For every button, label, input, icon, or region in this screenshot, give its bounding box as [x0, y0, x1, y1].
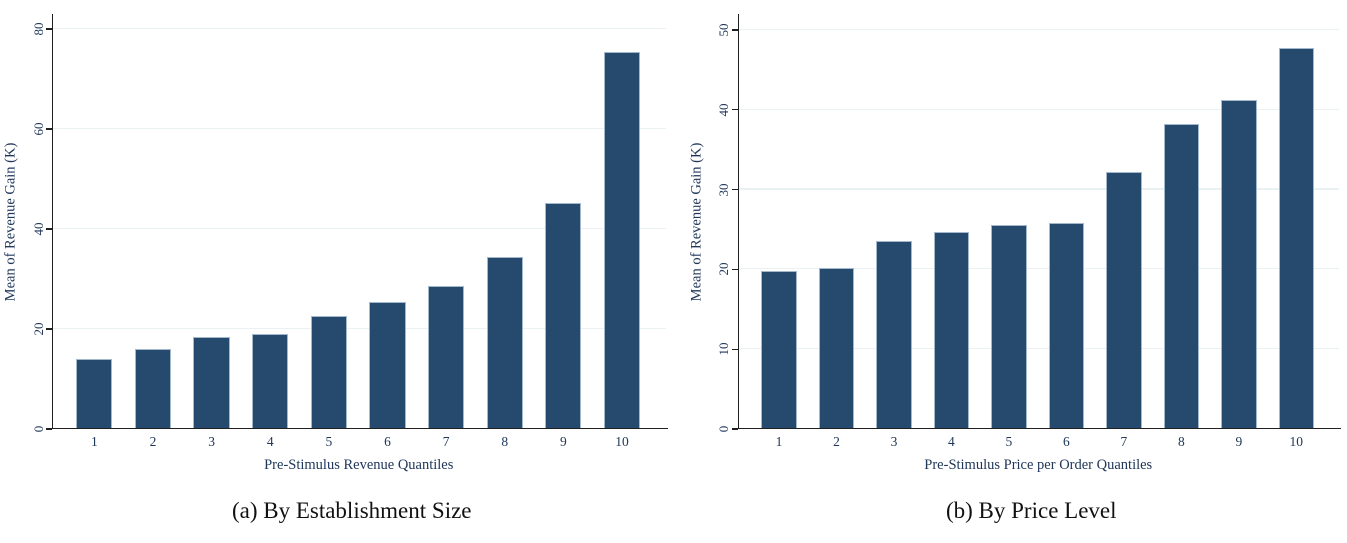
y-tick-label-0: 0 — [30, 425, 46, 433]
x-tick-label-9: 9 — [1235, 434, 1243, 449]
y-axis-line — [52, 14, 54, 429]
y-tick-mark-50 — [731, 29, 738, 31]
bar-quantile-8 — [486, 256, 523, 429]
y-axis-tick-labels: 0 10 20 30 40 50 — [708, 14, 738, 432]
y-tick-label-80: 80 — [30, 22, 46, 36]
bar-quantile-4 — [252, 334, 289, 429]
x-axis-title-row: Pre-Stimulus Price per Order Quantiles — [738, 454, 1340, 478]
y-tick-label-60: 60 — [30, 122, 46, 136]
bar-quantile-4 — [933, 231, 970, 429]
bar-quantile-10 — [1278, 47, 1315, 429]
y-tick-label-30: 30 — [716, 183, 731, 197]
y-tick-label-50: 50 — [716, 23, 731, 37]
y-tick-label-40: 40 — [716, 103, 731, 117]
panel-price-level: Mean of Revenue Gain (K) 0 10 20 30 40 50 1 2 3… — [674, 0, 1347, 543]
x-tick-label-3: 3 — [208, 434, 215, 449]
y-tick-mark-40 — [731, 109, 738, 111]
chart-b: Mean of Revenue Gain (K) 0 10 20 30 40 50 1 2 3… — [686, 0, 1347, 479]
panel-establishment-size: Mean of Revenue Gain (K) 0 20 40 60 80 1 2 3 4 5… — [0, 0, 674, 523]
x-tick-label-6: 6 — [1063, 434, 1070, 449]
y-tick-label-10: 10 — [716, 342, 731, 356]
y-tick-label-20: 20 — [30, 322, 46, 336]
bar-quantile-8 — [1163, 124, 1200, 429]
y-gridline-50 — [738, 28, 1339, 30]
bar-quantile-3 — [193, 336, 230, 429]
x-axis-category-labels: 1 2 3 4 5 6 7 8 9 10 — [52, 429, 666, 454]
bar-quantile-10 — [603, 51, 641, 429]
y-gridline-40 — [53, 227, 666, 229]
chart-a: Mean of Revenue Gain (K) 0 20 40 60 80 1 2 3 4 5… — [0, 0, 674, 479]
x-tick-label-4: 4 — [266, 434, 274, 449]
y-tick-mark-60 — [46, 128, 52, 130]
x-tick-label-1: 1 — [775, 434, 783, 449]
x-tick-label-3: 3 — [890, 434, 898, 449]
bar-quantile-2 — [818, 267, 855, 429]
x-axis-line — [731, 427, 1341, 429]
x-tick-label-9: 9 — [559, 434, 567, 449]
bar-quantile-9 — [545, 203, 582, 429]
y-gridline-20 — [738, 268, 1339, 270]
x-tick-label-8: 8 — [501, 434, 509, 449]
y-tick-mark-80 — [46, 28, 52, 30]
bar-quantile-1 — [76, 359, 113, 429]
y-tick-label-0: 0 — [716, 425, 731, 433]
y-gridline-60 — [53, 127, 666, 129]
x-tick-label-7: 7 — [442, 434, 450, 449]
y-tick-mark-30 — [731, 188, 738, 191]
y-gridline-80 — [53, 27, 666, 29]
x-tick-label-4: 4 — [948, 434, 955, 449]
x-axis-category-labels: 1 2 3 4 5 6 7 8 9 10 — [738, 429, 1340, 454]
bar-quantile-6 — [369, 301, 406, 429]
y-gridline-20 — [53, 327, 666, 329]
y-gridline-10 — [738, 348, 1339, 350]
bar-quantile-1 — [761, 270, 797, 429]
y-axis-title-column-b: Mean of Revenue Gain (K) — [686, 0, 708, 479]
bar-quantile-3 — [876, 240, 912, 429]
plot-column-b: 1 2 3 4 5 6 7 8 9 10 Pre-Stimulus Price per Order… — [731, 0, 1341, 479]
y-axis-title-column-a: Mean of Revenue Gain (K) — [0, 0, 22, 479]
y-tick-label-40: 40 — [30, 222, 46, 236]
x-tick-label-1: 1 — [90, 434, 98, 449]
y-axis-title: Mean of Revenue Gain (K) — [688, 142, 704, 302]
x-tick-label-2: 2 — [149, 434, 157, 449]
x-tick-label-10: 10 — [615, 434, 629, 449]
y-tick-mark-10 — [731, 348, 738, 350]
x-tick-label-8: 8 — [1177, 434, 1185, 449]
bar-quantile-9 — [1221, 100, 1257, 429]
plot-area — [46, 14, 668, 430]
plot-column-a: 1 2 3 4 5 6 7 8 9 10 Pre-Stimulus Revenue Quantil… — [46, 0, 668, 479]
x-tick-label-5: 5 — [325, 434, 333, 449]
bar-quantile-7 — [1106, 172, 1142, 429]
y-gridline-30 — [738, 188, 1339, 190]
x-tick-label-2: 2 — [833, 434, 840, 449]
panel-caption: (b) By Price Level — [945, 498, 1117, 523]
x-axis-title: Pre-Stimulus Revenue Quantiles — [264, 457, 454, 473]
x-tick-label-5: 5 — [1005, 434, 1013, 449]
bar-quantile-5 — [991, 224, 1027, 429]
y-tick-mark-20 — [731, 268, 738, 271]
plot-area — [731, 14, 1341, 430]
x-tick-label-6: 6 — [384, 434, 391, 449]
x-axis-title: Pre-Stimulus Price per Order Quantiles — [924, 457, 1153, 473]
y-tick-mark-20 — [46, 328, 52, 330]
bar-quantile-5 — [310, 315, 347, 429]
y-gridline-40 — [738, 108, 1339, 110]
panel-caption: (a) By Establishment Size — [231, 498, 472, 523]
x-axis-title-row: Pre-Stimulus Revenue Quantiles — [52, 454, 666, 478]
y-tick-mark-40 — [46, 228, 52, 230]
y-axis-tick-labels: 0 20 40 60 80 — [22, 14, 52, 433]
y-axis-line — [737, 14, 739, 429]
y-axis-title: Mean of Revenue Gain (K) — [2, 142, 19, 302]
x-tick-label-10: 10 — [1289, 434, 1304, 449]
y-tick-label-20: 20 — [716, 262, 731, 276]
bar-quantile-2 — [134, 349, 172, 429]
bar-quantile-7 — [427, 285, 465, 429]
x-tick-label-7: 7 — [1120, 434, 1128, 449]
x-axis-line — [46, 427, 668, 429]
bar-quantile-6 — [1048, 223, 1085, 429]
